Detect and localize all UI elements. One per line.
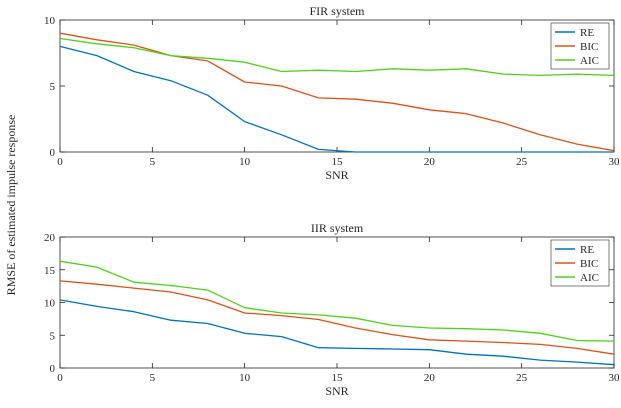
fir-x-tick-label: 5 (150, 156, 156, 168)
iir-y-tick-label: 20 (44, 232, 56, 244)
fir-series-bic-line (59, 32, 615, 152)
iir-legend: RE BIC AIC (550, 239, 610, 287)
shared-y-axis-label: RMSE of estimated impulse response (4, 115, 18, 296)
iir-chart: IIR system 0 5 10 15 20 25 30 0 5 10 15 20 SNR RE BIC AI… (44, 221, 620, 398)
iir-x-tick-label: 0 (57, 372, 63, 384)
fir-x-tick-label: 25 (516, 156, 528, 168)
fir-plot-frame (59, 19, 615, 153)
iir-y-tick-label: 5 (50, 330, 56, 342)
iir-series-re-line (59, 299, 615, 366)
iir-series-aic-line (59, 260, 615, 342)
fir-series-re-line (59, 45, 614, 153)
iir-legend-label-re: RE (580, 244, 594, 256)
iir-legend-label-aic: AIC (580, 272, 599, 284)
iir-x-tick-label: 15 (332, 372, 344, 384)
fir-y-tick-label: 0 (50, 147, 56, 159)
fir-x-axis-label: SNR (325, 168, 348, 182)
fir-x-tick-label: 30 (609, 156, 621, 168)
fir-chart-title: FIR system (309, 4, 365, 18)
iir-x-axis-label: SNR (325, 384, 348, 398)
fir-legend-label-bic: BIC (580, 41, 598, 53)
fir-x-tick-label: 0 (57, 156, 63, 168)
fir-legend-label-aic: AIC (580, 55, 599, 67)
iir-y-tick-label: 0 (50, 363, 56, 375)
fir-x-tick-label: 15 (332, 156, 344, 168)
fir-legend: RE BIC AIC (550, 22, 610, 70)
iir-x-tick-label: 20 (424, 372, 436, 384)
iir-chart-title: IIR system (311, 221, 364, 235)
fir-y-tick-label: 10 (44, 15, 56, 27)
fir-chart: FIR system 0 5 10 15 20 25 30 0 5 10 SNR RE BIC AIC (44, 4, 620, 182)
fir-legend-box (550, 22, 610, 70)
iir-x-tick-label: 5 (150, 372, 156, 384)
iir-y-tick-label: 15 (44, 265, 56, 277)
fir-series-aic-line (59, 37, 615, 77)
fir-y-tick-label: 5 (50, 81, 56, 93)
iir-y-tick-label: 10 (44, 298, 56, 310)
fir-x-tick-label: 10 (239, 156, 251, 168)
iir-x-tick-label: 30 (609, 372, 621, 384)
iir-x-tick-label: 25 (516, 372, 528, 384)
iir-legend-label-bic: BIC (580, 258, 598, 270)
iir-series-bic-line (59, 280, 615, 355)
fir-legend-label-re: RE (580, 27, 594, 39)
iir-x-tick-label: 10 (239, 372, 251, 384)
fir-x-tick-label: 20 (424, 156, 436, 168)
